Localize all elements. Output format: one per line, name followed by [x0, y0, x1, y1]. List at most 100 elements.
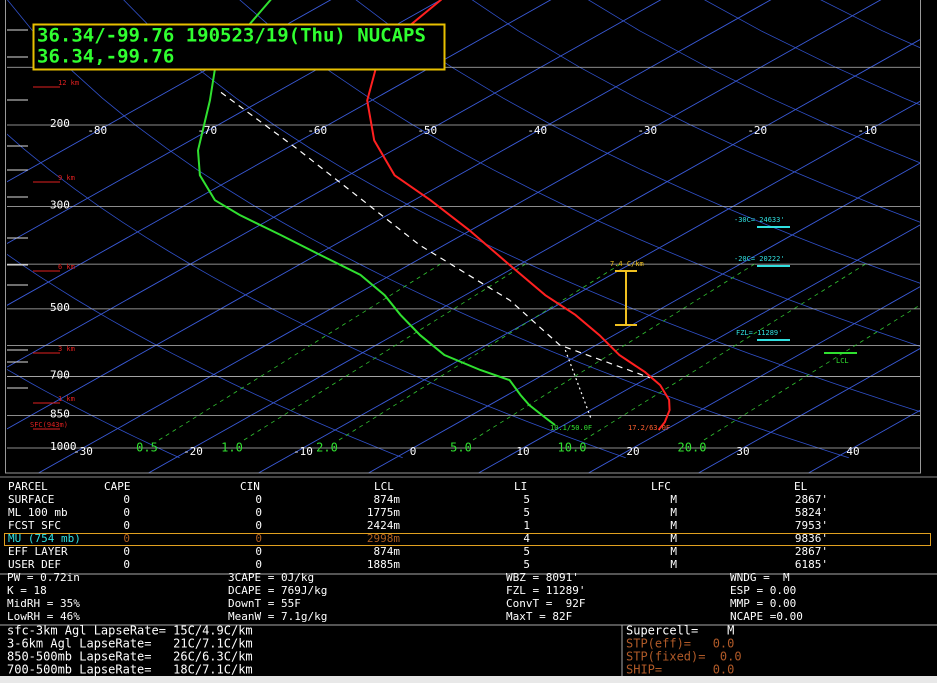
temp-label: -10 — [857, 124, 877, 137]
parcel-profile — [220, 91, 651, 379]
table-cell: 7953' — [795, 519, 828, 532]
header-box — [32, 23, 446, 71]
column-header: LFC — [651, 480, 671, 493]
table-cell: 5824' — [795, 506, 828, 519]
index-value: MMP = 0.00 — [730, 597, 796, 610]
table-cell: EFF LAYER — [8, 545, 68, 558]
table-cell: 5 — [523, 493, 530, 506]
level-label: -20C= 20222' — [734, 255, 785, 263]
isotherm — [7, 0, 772, 430]
height-label: 6 km — [58, 263, 75, 271]
isotherm — [7, 0, 552, 306]
dry-adiabat — [7, 368, 180, 459]
pressure-label: 500 — [50, 301, 70, 314]
dry-adiabat — [471, 0, 920, 223]
temp-label: 30 — [736, 445, 749, 458]
table-cell: 1775m — [367, 506, 400, 519]
table-cell: 874m — [374, 545, 401, 558]
table-cell: 0 — [255, 519, 262, 532]
table-cell: 0 — [255, 506, 262, 519]
pressure-label: 850 — [50, 407, 70, 420]
index-value: FZL = 11289' — [506, 584, 585, 597]
dry-adiabat — [123, 0, 920, 413]
supercell-param: STP(fixed)= 0.0 — [626, 650, 742, 664]
isotherm — [477, 224, 920, 473]
sfc-dewpoint-label: 10.1/50.0F — [550, 424, 592, 432]
mu-highlight — [4, 533, 931, 546]
column-header: EL — [794, 480, 808, 493]
table-cell: 6185' — [795, 558, 828, 571]
dry-adiabat — [7, 0, 849, 459]
table-cell: M — [670, 558, 677, 571]
supercell-param: SHIP= 0.0 — [626, 663, 734, 677]
table-cell: 5 — [523, 558, 530, 571]
table-cell: 0 — [123, 506, 130, 519]
temp-label: 0 — [410, 445, 417, 458]
table-cell: 874m — [374, 493, 401, 506]
column-header: LCL — [374, 480, 394, 493]
pressure-label: 700 — [50, 368, 70, 381]
height-label: SFC(943m) — [30, 421, 68, 429]
temp-label: 40 — [846, 445, 859, 458]
table-cell: ML 100 mb — [8, 506, 68, 519]
mixing-ratio-label: 1.0 — [221, 441, 243, 455]
table-cell: MU (754 mb) — [8, 532, 81, 545]
index-value: ConvT = 92F — [506, 597, 585, 610]
sfc-temp-label: 17.2/63.0F — [628, 424, 670, 432]
table-cell: SURFACE — [8, 493, 54, 506]
table-cell: 2424m — [367, 519, 400, 532]
table-cell: 0 — [123, 558, 130, 571]
dry-adiabat — [7, 133, 626, 459]
mixing-ratio-label: 0.5 — [136, 441, 158, 455]
table-cell: 0 — [255, 558, 262, 571]
index-value: DownT = 55F — [228, 597, 301, 610]
temp-label: -80 — [87, 124, 107, 137]
index-value: 3CAPE = 0J/kg — [228, 571, 314, 584]
isotherm — [7, 0, 662, 368]
index-value: K = 18 — [7, 584, 47, 597]
table-cell: M — [670, 493, 677, 506]
pressure-label: 1000 — [50, 440, 77, 453]
height-label: 1 km — [58, 395, 75, 403]
header-line: 36.34,-99.76 — [37, 46, 174, 68]
table-cell: USER DEF — [8, 558, 61, 571]
index-value: DCAPE = 769J/kg — [228, 584, 327, 597]
table-cell: 9836' — [795, 532, 828, 545]
mixing-ratio-label: 10.0 — [558, 441, 587, 455]
isotherm — [147, 39, 920, 473]
index-value: LowRH = 46% — [7, 610, 80, 623]
height-label: 3 km — [58, 345, 75, 353]
wetbulb-profile — [564, 349, 592, 419]
lapse-rate: 850-500mb LapseRate= 26C/6.3C/km — [7, 650, 253, 664]
table-cell: 0 — [123, 493, 130, 506]
column-header: LI — [514, 480, 527, 493]
table-cell: 0 — [255, 493, 262, 506]
height-label: 12 km — [58, 79, 79, 87]
height-label: 9 km — [58, 174, 75, 182]
level-label: FZL= 11289' — [736, 329, 782, 337]
temp-label: -10 — [293, 445, 313, 458]
lapse-rate: sfc-3km Agl LapseRate= 15C/4.9C/km — [7, 624, 253, 638]
isotherm — [37, 0, 882, 473]
table-cell: 0 — [123, 532, 130, 545]
table-cell: 1885m — [367, 558, 400, 571]
dewpoint-profile — [196, 0, 556, 426]
table-cell: M — [670, 545, 677, 558]
table-cell: M — [670, 519, 677, 532]
temp-label: -50 — [417, 124, 437, 137]
table-cell: 0 — [255, 532, 262, 545]
table-cell: 2867' — [795, 545, 828, 558]
pressure-label: 300 — [50, 198, 70, 211]
temp-label: 20 — [626, 445, 639, 458]
pressure-label: 200 — [50, 117, 70, 130]
table-cell: 1 — [523, 519, 530, 532]
index-value: NCAPE =0.00 — [730, 610, 803, 623]
table-cell: 2867' — [795, 493, 828, 506]
table-cell: 0 — [255, 545, 262, 558]
dry-adiabat — [355, 0, 920, 284]
isotherm — [7, 0, 332, 183]
temp-label: -30 — [637, 124, 657, 137]
